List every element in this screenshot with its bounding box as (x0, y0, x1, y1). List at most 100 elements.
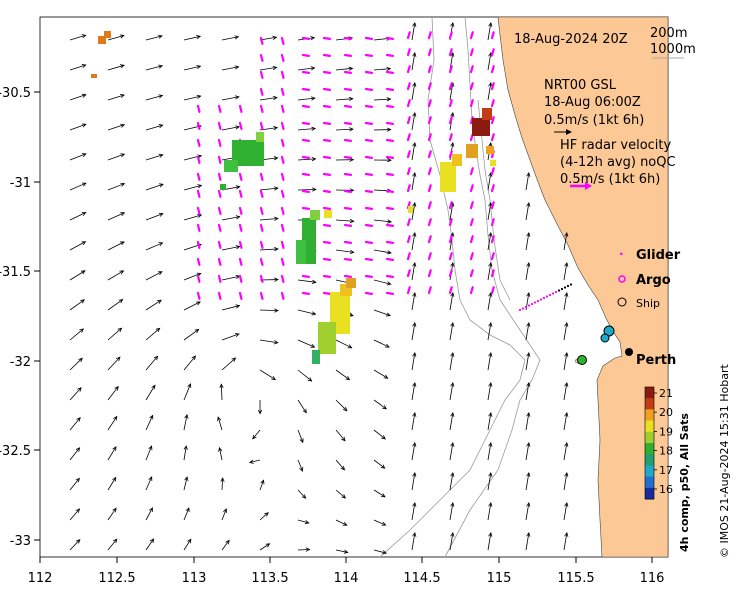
current-arrowhead (81, 123, 87, 128)
current-arrowhead (158, 212, 164, 217)
current-arrowhead (196, 35, 202, 40)
current-arrow (297, 128, 316, 131)
hf-radar-arrow (280, 155, 285, 164)
current-arrowhead (274, 216, 279, 221)
current-arrowhead (348, 66, 354, 71)
current-arrowhead (311, 126, 317, 131)
colorbar-swatch (645, 443, 654, 455)
current-arrow (259, 248, 278, 251)
x-tick-label: 116 (640, 571, 665, 586)
current-arrow (563, 442, 568, 461)
x-tick-label: 115.5 (557, 571, 594, 586)
glider-point (545, 295, 549, 298)
current-arrowhead (76, 416, 81, 422)
current-arrow (69, 34, 86, 41)
current-arrow (525, 532, 530, 551)
current-arrow (221, 478, 224, 491)
hf-radar-arrow (364, 274, 374, 278)
current-arrow (259, 369, 276, 380)
current-arrow (487, 502, 492, 521)
hf-radar-arrow (238, 240, 243, 249)
current-arrowhead (564, 262, 569, 267)
current-arrow (563, 262, 568, 281)
glider-point (560, 287, 564, 291)
current-arrowhead (223, 508, 228, 513)
current-arrowhead (412, 442, 417, 447)
current-arrowhead (488, 292, 493, 297)
hf-radar-arrow (385, 274, 395, 278)
hf-radar-arrow (448, 252, 453, 261)
current-arrowhead (564, 412, 569, 417)
current-arrow (69, 153, 87, 161)
current-arrowhead (488, 532, 493, 537)
current-arrowhead (158, 124, 164, 129)
hf-radar-arrow (196, 274, 201, 283)
current-arrowhead (118, 299, 124, 304)
current-arrow (221, 333, 240, 341)
colorbar-label: 21 (659, 387, 673, 400)
current-arrowhead (265, 543, 271, 548)
current-arrow (563, 532, 568, 551)
current-arrowhead (120, 241, 125, 246)
hf-radar-arrow (406, 184, 411, 193)
current-arrowhead (488, 22, 493, 27)
current-arrowhead (235, 245, 241, 250)
hf-radar-arrow (385, 53, 395, 57)
current-arrow (221, 540, 230, 551)
current-arrowhead (310, 36, 316, 41)
hf-radar-arrow (238, 172, 243, 181)
current-arrow (411, 322, 416, 341)
current-arrowhead (450, 502, 455, 507)
current-arrow (107, 356, 121, 371)
colorbar-swatch (645, 454, 654, 466)
perth-label: Perth (636, 353, 676, 368)
current-arrow (335, 519, 347, 526)
current-arrowhead (387, 250, 392, 255)
hf-radar-arrow (259, 189, 264, 198)
glider-point (554, 290, 558, 294)
hf-radar-arrow (196, 189, 201, 198)
current-arrow (69, 270, 86, 281)
colorbar-swatch (645, 387, 654, 399)
current-arrowhead (311, 157, 317, 162)
current-arrow (297, 339, 315, 348)
current-arrowhead (112, 538, 118, 544)
current-arrow (525, 382, 530, 401)
current-arrowhead (450, 532, 455, 537)
current-arrowhead (187, 383, 192, 388)
hf-radar-arrow (343, 155, 353, 159)
current-arrow (107, 270, 124, 281)
current-arrow (145, 299, 162, 311)
current-arrowhead (158, 64, 164, 69)
hf-radar-arrow (301, 121, 311, 125)
hf-radar-arrow (259, 274, 264, 283)
current-arrowhead (157, 299, 162, 304)
current-arrowhead (450, 472, 455, 477)
current-arrowhead (564, 352, 569, 357)
hf-radar-arrow (385, 121, 395, 125)
current-arrowhead (81, 34, 87, 39)
hf-radar-arrow (238, 104, 243, 113)
current-arrowhead (252, 434, 257, 440)
glider-point (557, 289, 561, 292)
hf-radar-arrow (343, 138, 353, 142)
hf-radar-arrow (364, 223, 374, 227)
current-arrowhead (412, 142, 417, 147)
current-arrowhead (564, 232, 569, 237)
current-arrowhead (120, 94, 125, 99)
current-arrowhead (157, 271, 163, 276)
hf-radar-arrow (259, 70, 264, 79)
current-arrow (297, 67, 315, 71)
current-arrowhead (310, 96, 316, 101)
glider-marker-icon: · (619, 247, 624, 261)
hf-radar-arrow (364, 206, 374, 210)
current-arrow (411, 442, 416, 461)
current-arrowhead (219, 383, 224, 389)
current-arrow (297, 429, 304, 443)
hf-radar-arrow (343, 189, 353, 193)
current-arrowhead (272, 95, 278, 101)
hf-radar-arrow (217, 104, 222, 113)
current-arrow (221, 216, 240, 221)
hf-radar-arrow (238, 257, 243, 266)
hf-radar-arrow (322, 36, 332, 40)
